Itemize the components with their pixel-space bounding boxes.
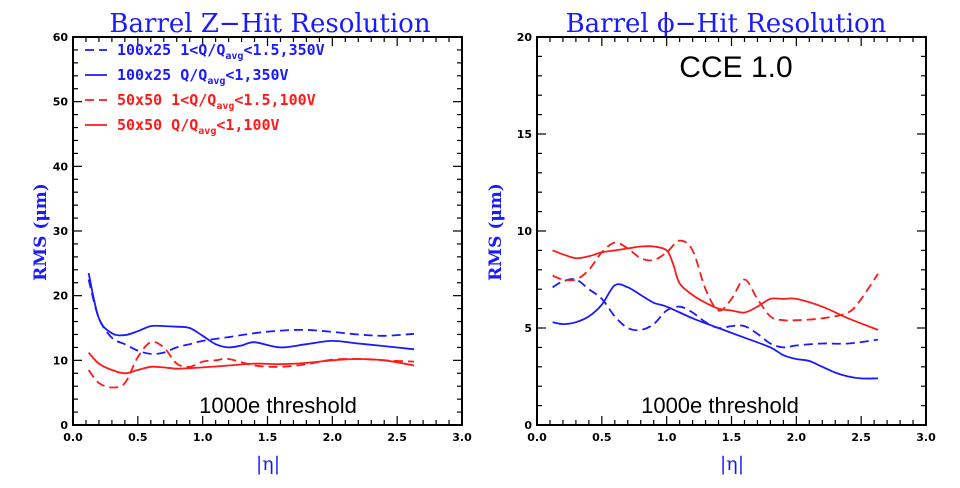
right-y-tick-label: 0 bbox=[524, 419, 532, 432]
right-x-tick-label: 0.5 bbox=[592, 431, 612, 444]
left-series-line-1 bbox=[87, 279, 415, 355]
right-chart: Barrel ϕ−Hit Resolution 0.0 0.5 1.0 1.5 2.0 2… bbox=[486, 9, 936, 475]
right-threshold-annotation: 1000e threshold bbox=[641, 393, 799, 418]
right-x-tick-label: 3.0 bbox=[916, 431, 936, 444]
left-x-axis-label: |η| bbox=[256, 453, 280, 475]
right-series-line-2 bbox=[552, 283, 879, 380]
left-chart-title: Barrel Z−Hit Resolution bbox=[109, 9, 430, 39]
left-series-line-3 bbox=[87, 340, 415, 389]
right-x-tick-label: 2.0 bbox=[787, 431, 807, 444]
right-series-line-4 bbox=[552, 245, 879, 331]
legend-label-1: 100x25 1<Q/Qavg<1.5,350V bbox=[117, 41, 325, 62]
left-y-tick-label: 60 bbox=[53, 31, 69, 44]
left-x-tick-label: 3.0 bbox=[452, 431, 472, 444]
right-series-line-1 bbox=[552, 278, 879, 349]
left-y-tick-label: 20 bbox=[53, 290, 69, 303]
left-chart: Barrel Z−Hit Resolution 0.0 0.5 1.0 1.5 2.0 2… bbox=[31, 9, 472, 475]
left-y-axis-label: RMS (μm) bbox=[31, 183, 51, 281]
cce-label: CCE 1.0 bbox=[679, 51, 792, 84]
left-y-tick-label: 50 bbox=[53, 96, 69, 109]
right-y-tick-label: 5 bbox=[524, 322, 532, 335]
left-x-tick-label: 1.0 bbox=[193, 431, 213, 444]
left-legend: 100x25 1<Q/Qavg<1.5,350V 100x25 Q/Qavg<1,… bbox=[85, 41, 325, 137]
left-series-line-4 bbox=[87, 351, 415, 375]
legend-label-2: 100x25 Q/Qavg<1,350V bbox=[117, 66, 289, 87]
right-series-line-3 bbox=[552, 239, 879, 322]
left-threshold-annotation: 1000e threshold bbox=[199, 393, 357, 418]
right-x-tick-label: 1.5 bbox=[722, 431, 742, 444]
left-y-tick-label: 40 bbox=[53, 160, 69, 173]
left-x-tick-label: 2.0 bbox=[323, 431, 343, 444]
right-x-axis-label: |η| bbox=[720, 453, 744, 475]
left-y-tick-label: 10 bbox=[53, 354, 69, 367]
right-x-tick-label: 2.5 bbox=[851, 431, 871, 444]
left-series-line-2 bbox=[87, 272, 415, 351]
right-y-tick-label: 15 bbox=[517, 128, 532, 141]
right-y-tick-label: 20 bbox=[517, 31, 533, 44]
right-plot-frame bbox=[536, 36, 927, 426]
left-x-tick-label: 2.5 bbox=[387, 431, 407, 444]
right-x-tick-label: 0.0 bbox=[527, 431, 547, 444]
left-axis-ticks: 0.0 0.5 1.0 1.5 2.0 2.5 3.0 0 10 20 30 40 50 60 bbox=[53, 31, 472, 444]
left-x-tick-label: 0.0 bbox=[63, 431, 83, 444]
left-x-tick-label: 1.5 bbox=[258, 431, 278, 444]
right-x-tick-label: 1.0 bbox=[657, 431, 677, 444]
right-series-lines bbox=[552, 239, 879, 380]
legend-label-3: 50x50 1<Q/Qavg<1.5,100V bbox=[117, 91, 316, 112]
right-chart-title: Barrel ϕ−Hit Resolution bbox=[566, 9, 887, 39]
right-y-tick-label: 10 bbox=[517, 225, 533, 238]
left-y-tick-label: 30 bbox=[53, 225, 69, 238]
right-axis-ticks: 0.0 0.5 1.0 1.5 2.0 2.5 3.0 0 5 10 15 20 bbox=[517, 31, 936, 444]
left-y-tick-label: 0 bbox=[60, 419, 68, 432]
legend-label-4: 50x50 Q/Qavg<1,100V bbox=[117, 116, 280, 137]
left-series-lines bbox=[87, 272, 415, 389]
right-y-axis-label: RMS (μm) bbox=[486, 183, 506, 281]
left-x-tick-label: 0.5 bbox=[128, 431, 148, 444]
